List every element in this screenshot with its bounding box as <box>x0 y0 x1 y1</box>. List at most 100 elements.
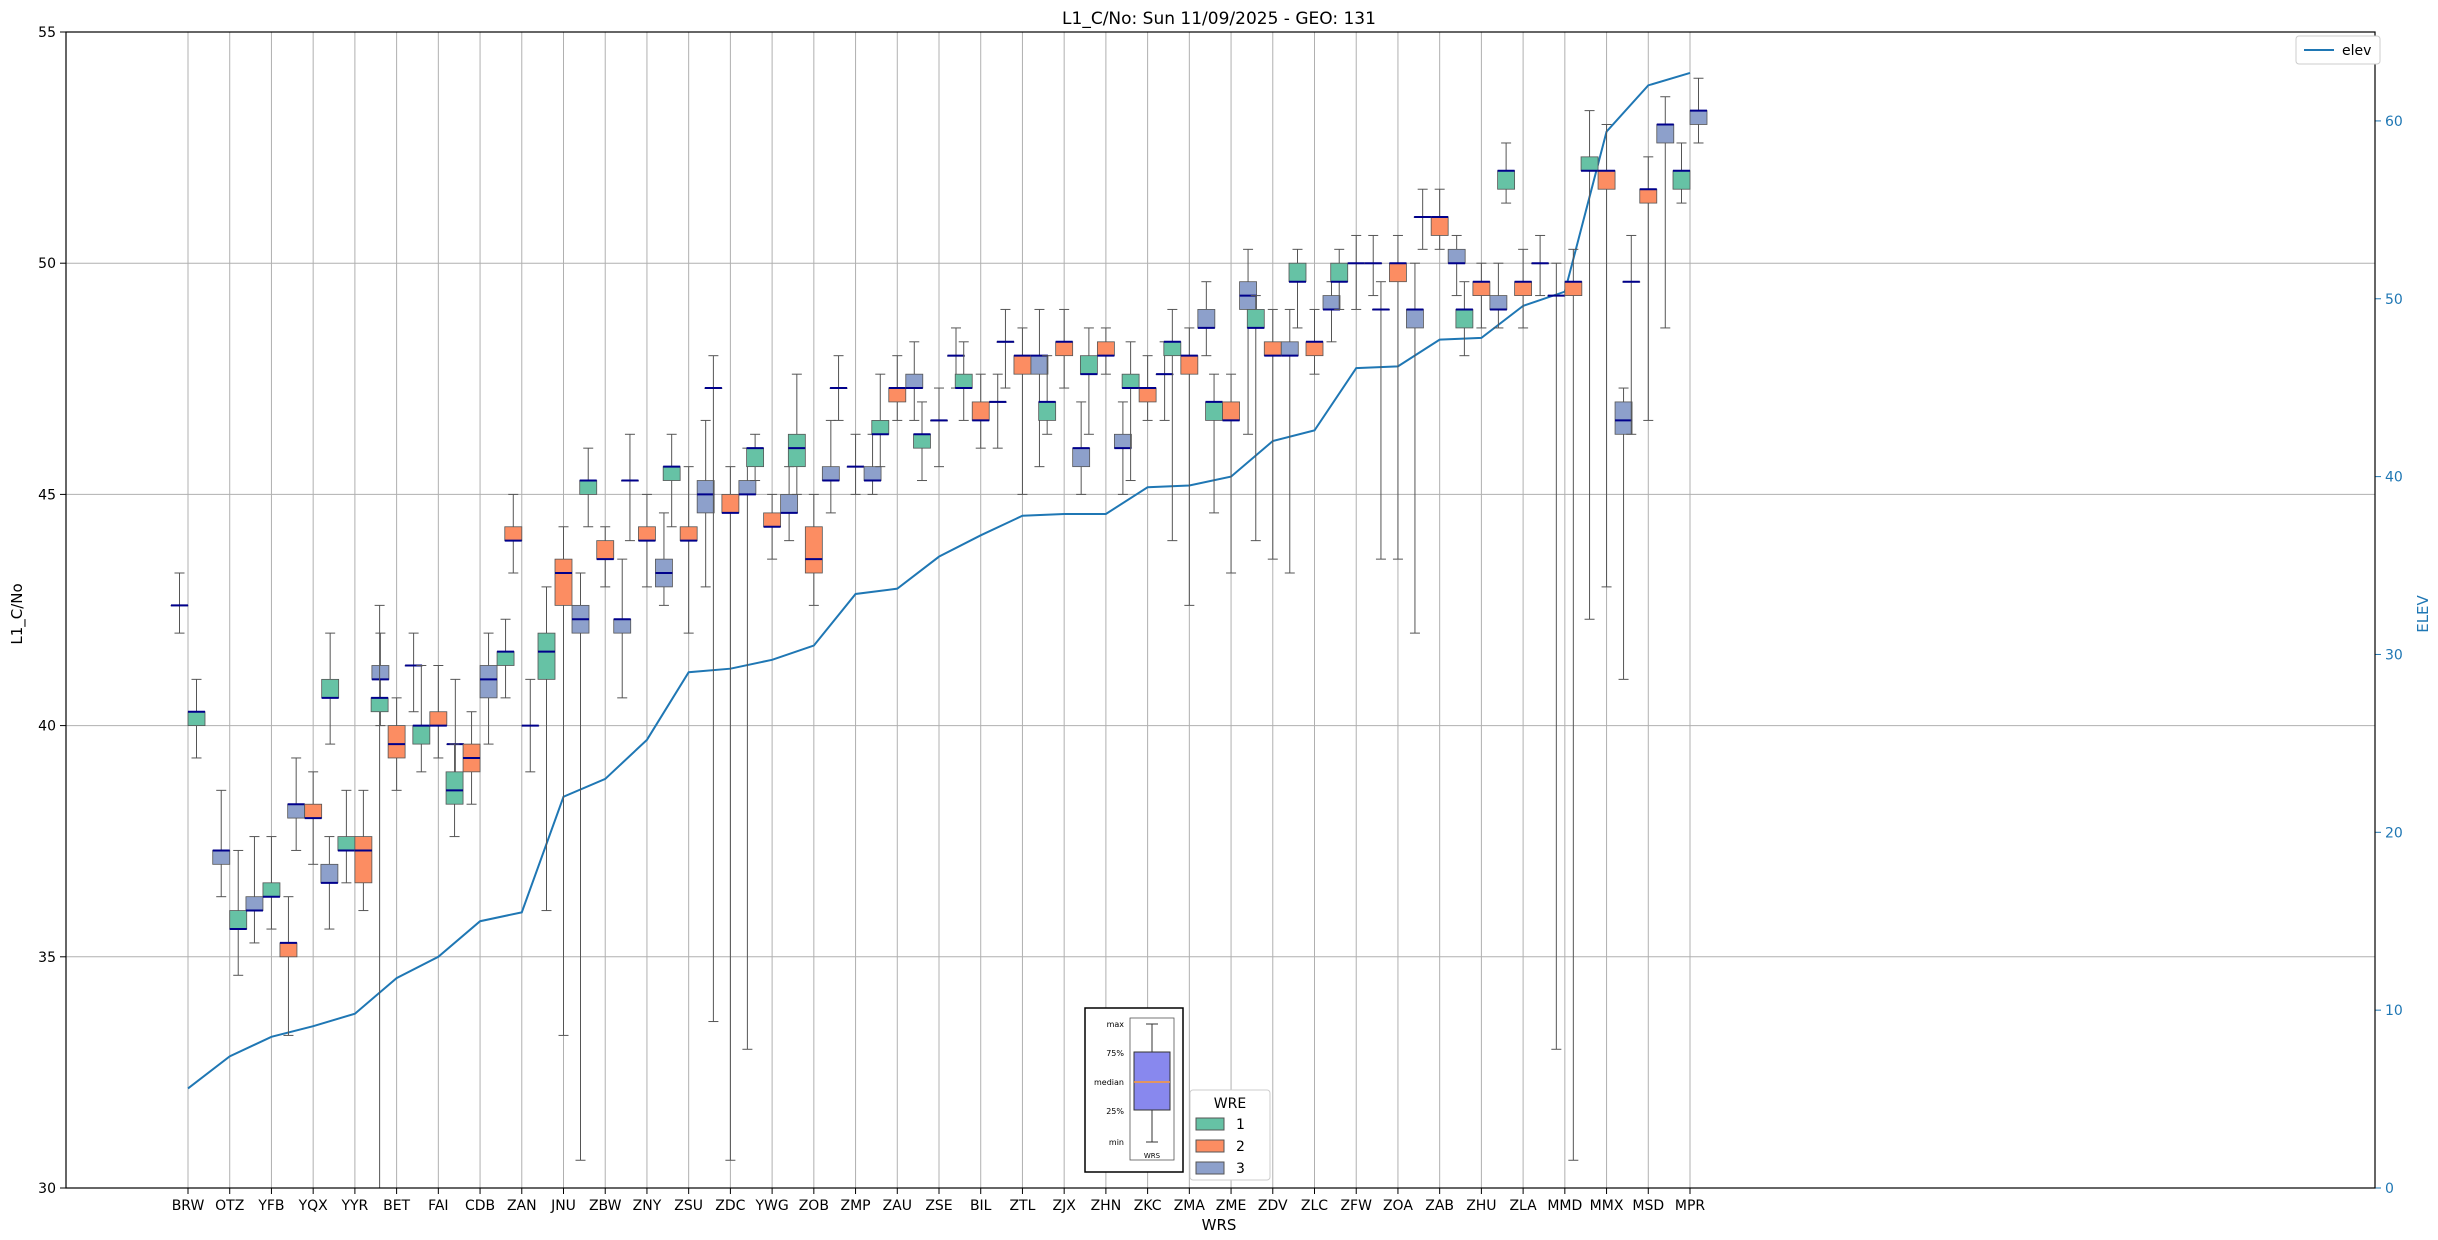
y-tick-label-45: 45 <box>38 487 56 503</box>
box-BIL-1-body <box>971 401 990 421</box>
box-ZSU-1-body <box>679 526 698 542</box>
box-BIL-0 <box>954 341 973 421</box>
box-YYR-2-body <box>354 836 373 884</box>
x-tick-label-YWG: YWG <box>754 1198 788 1214</box>
x-tick-label-ZOA: ZOA <box>1383 1198 1413 1214</box>
box-YYR-0-body <box>320 863 339 884</box>
x-tick-label-ZSU: ZSU <box>674 1198 703 1214</box>
box-YWG-2-body <box>780 493 799 514</box>
y2-tick-label-50: 50 <box>2385 292 2403 308</box>
x-tick-label-ZLC: ZLC <box>1301 1198 1328 1214</box>
box-YWG-1 <box>763 493 782 560</box>
box-JNU-0 <box>537 586 556 912</box>
box-ZAU-1 <box>888 355 907 421</box>
box-MMX-1-body <box>1597 170 1616 190</box>
box-ZAB-0 <box>1413 188 1432 250</box>
box-MPR-1 <box>1689 77 1708 144</box>
box-YFB-1-body <box>262 882 281 898</box>
wre-legend-frame <box>1189 1089 1271 1181</box>
box-ZNY-1-body <box>638 526 656 542</box>
box-ZKC-0-body <box>1121 373 1140 389</box>
box-ZJX-1-body <box>1055 341 1074 357</box>
box-ZOA-2 <box>1406 262 1424 634</box>
box-CDB-0-body <box>445 771 464 805</box>
box-ZLA-0-body <box>1497 170 1516 190</box>
x-tick-label-MMD: MMD <box>1547 1198 1582 1214</box>
box-CDB-1 <box>462 711 481 805</box>
box-OTZ-0-body <box>212 850 231 865</box>
box-YYR-3-body <box>371 665 390 680</box>
box-JNU-2 <box>571 572 590 1161</box>
box-MSD-1-body <box>1639 188 1658 204</box>
box-MPR-0 <box>1672 142 1691 204</box>
box-ZHN-2 <box>1113 401 1132 495</box>
box-ZOB-0 <box>787 373 806 495</box>
box-YWG-1-body <box>763 512 782 528</box>
box-ZMA-1 <box>1180 327 1199 606</box>
x-tick-label-BET: BET <box>383 1198 410 1214</box>
box-MMD-1 <box>1564 248 1583 1161</box>
elev-line <box>187 71 1691 1090</box>
box-ZLA-2 <box>1531 234 1550 297</box>
wre-legend-label-2: 2 <box>1236 1139 1245 1155</box>
box-ZME-0 <box>1205 373 1223 514</box>
box-ZMP-2-body <box>863 466 882 481</box>
box-ZAN-0-body <box>504 526 523 542</box>
box-ZMP-0 <box>829 355 848 421</box>
box-ZBW-0 <box>579 447 598 528</box>
box-ZAB-2 <box>1447 234 1466 297</box>
x-tick-label-MSD: MSD <box>1632 1198 1664 1214</box>
box-ZDV-2-body <box>1280 341 1299 357</box>
box-CDB-3-body <box>496 651 515 666</box>
box-FAI-1-body <box>429 711 448 727</box>
y-tick-label-50: 50 <box>38 256 56 272</box>
box-ZJX-1 <box>1055 308 1074 389</box>
box-ZTL-0 <box>996 308 1015 389</box>
box-YQX-2-body <box>321 678 340 699</box>
box-YFB-0 <box>245 836 264 944</box>
box-ZOB-2 <box>821 419 840 514</box>
box-ZHN-0-body <box>1079 355 1098 375</box>
box-YFB-2-body <box>279 942 298 958</box>
x-tick-label-ZFW: ZFW <box>1340 1198 1372 1214</box>
box-ZOA-1-body <box>1389 262 1407 283</box>
box-ZAU-0 <box>871 373 890 468</box>
x-tick-label-CDB: CDB <box>465 1198 495 1214</box>
box-YQX-0 <box>287 757 306 851</box>
y-tick-label-35: 35 <box>38 950 56 966</box>
x-tick-label-FAI: FAI <box>428 1198 448 1214</box>
x-tick-label-MPR: MPR <box>1675 1198 1706 1214</box>
box-ZJX-2-body <box>1072 447 1091 468</box>
box-ZKC-2 <box>1155 341 1174 421</box>
box-ZSE-0 <box>913 401 931 482</box>
box-ZDC-0 <box>704 355 723 1023</box>
box-YWG-0-body <box>746 447 765 468</box>
box-ZHN-0 <box>1079 327 1098 435</box>
box-ZME-1-body <box>1222 401 1240 421</box>
box-YFB-0-body <box>245 896 264 911</box>
box-ZLC-0 <box>1288 248 1307 329</box>
box-ZAN-0 <box>504 493 523 574</box>
box-ZSE-0-body <box>913 433 931 449</box>
box-MMD-0 <box>1547 262 1566 1050</box>
box-ZHU-0 <box>1455 281 1474 357</box>
x-tick-label-BRW: BRW <box>172 1198 205 1214</box>
box-MPR-1-body <box>1689 110 1708 125</box>
box-YWG-0 <box>746 433 765 482</box>
box-ZLA-1 <box>1514 248 1533 329</box>
box-BRW-1-body <box>187 711 206 727</box>
box-FAI-0 <box>412 664 431 773</box>
box-ZAB-1 <box>1430 188 1449 250</box>
box-plot-key: max 75% median 25% min WRS <box>1084 1007 1184 1173</box>
wre-legend-title: WRE <box>1214 1096 1246 1112</box>
box-ZDV-0 <box>1246 295 1265 542</box>
box-YQX-2 <box>321 632 340 745</box>
box-BIL-0-body <box>954 373 973 389</box>
box-ZHU-2-body <box>1489 295 1508 310</box>
box-ZAB-1-body <box>1430 216 1449 236</box>
box-JNU-1-body <box>554 558 573 606</box>
box-YYR-3 <box>371 632 390 727</box>
x-tick-label-ZME: ZME <box>1216 1198 1247 1214</box>
box-MSD-1 <box>1639 156 1658 421</box>
box-ZNY-0 <box>621 433 639 542</box>
